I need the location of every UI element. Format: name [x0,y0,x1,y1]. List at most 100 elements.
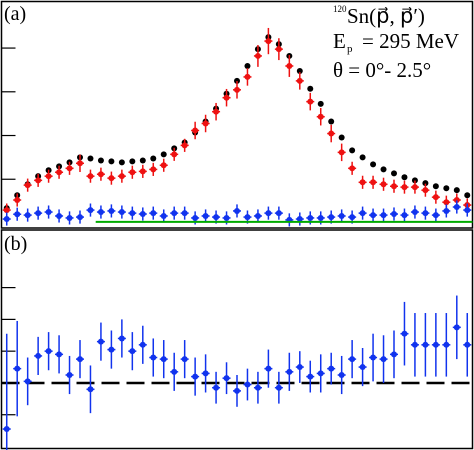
point [108,158,115,165]
point [286,62,293,69]
point [401,330,408,337]
point [14,211,21,218]
point [411,209,418,216]
point [349,214,356,221]
point [432,341,439,348]
point [160,212,167,219]
plot-frame [0,0,474,229]
point [411,184,418,191]
point [87,155,94,162]
point [317,214,324,221]
point [453,187,460,194]
point [443,341,450,348]
point [223,375,230,382]
angle-text: θ = 0°- 2.5° [333,58,431,82]
point [254,52,261,59]
point [265,38,272,45]
point [380,181,387,188]
point [24,182,31,189]
point [24,212,31,219]
point [213,384,220,391]
energy-subscript: p [347,43,353,55]
point [87,173,94,180]
point [77,356,83,363]
point [181,356,188,363]
point [56,212,63,219]
point [160,162,167,169]
point [108,346,115,353]
point [265,365,272,372]
point [56,351,63,358]
point [97,157,104,164]
point [422,187,429,194]
point [338,134,345,141]
point [432,183,439,190]
point [223,214,230,221]
point [370,161,377,168]
point [380,166,387,173]
point [202,212,209,219]
point [24,378,31,385]
point [192,373,199,380]
point [453,324,460,331]
point [401,174,408,181]
point [129,348,136,355]
point [328,365,335,372]
energy-text: = 295 MeV [362,29,459,53]
point [443,185,450,192]
point [307,98,314,105]
point [192,127,199,134]
point [97,338,104,345]
point [286,368,293,375]
point [296,77,303,84]
point [139,341,146,348]
reaction: Sn(p⃗, p⃗′) [347,4,425,28]
point [359,179,366,186]
point [464,207,471,214]
point [139,168,146,175]
point [422,341,429,348]
point [77,160,83,167]
point [160,356,167,363]
point [411,177,418,184]
point [181,210,188,217]
point [432,194,439,201]
point [338,212,345,219]
point [234,77,240,84]
point [77,214,83,221]
point [443,207,450,214]
energy-symbol: E [333,29,346,53]
point [359,154,366,161]
point [213,214,220,221]
point [275,384,282,391]
isotope-mass: 120 [333,4,347,14]
point [391,170,397,177]
point [401,212,408,219]
point [150,155,157,162]
point [401,184,408,191]
point [296,364,303,371]
point [202,120,209,127]
point [349,147,356,154]
point [422,210,429,217]
point [56,169,63,176]
point [108,175,115,182]
point [150,210,157,217]
point [192,214,199,221]
point [160,151,167,158]
point [66,214,73,221]
point [87,386,94,393]
point [296,216,303,223]
point [244,73,251,80]
point [202,370,209,377]
panel-label: (b) [4,233,27,255]
point [432,212,439,219]
point [139,211,146,218]
point [296,68,303,75]
point [171,368,178,375]
point [370,179,377,186]
point [275,210,282,217]
point [3,207,10,214]
point [338,149,345,156]
